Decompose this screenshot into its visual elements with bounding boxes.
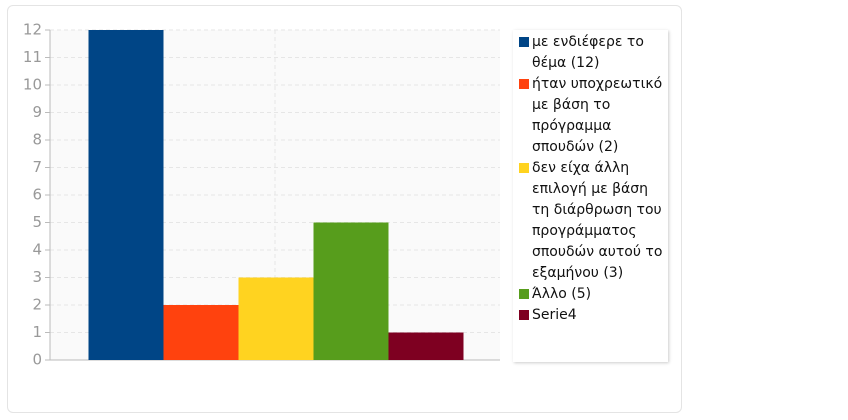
legend-item: με ενδιέφερε το θέμα (12) [519,32,664,74]
y-tick-label: 11 [23,48,42,66]
y-tick-label: 3 [32,268,42,286]
legend-item: Άλλο (5) [519,284,664,305]
y-tick-label: 2 [32,296,42,314]
legend: με ενδιέφερε το θέμα (12) ήταν υποχρεωτικ… [513,30,668,362]
legend-swatch [519,163,529,173]
legend-swatch [519,310,529,320]
legend-item: δεν είχα άλλη επιλογή με βάση τη διάρθρω… [519,158,664,284]
y-tick-label: 12 [23,21,42,39]
legend-label: Άλλο (5) [532,286,592,302]
y-tick-label: 1 [32,323,42,341]
y-tick-label: 5 [32,213,42,231]
y-tick-label: 4 [32,241,42,259]
bar [88,30,164,360]
y-tick-label: 6 [32,186,42,204]
chart-panel [7,5,682,413]
y-tick-label: 7 [32,158,42,176]
legend-label: Serie4 [532,307,577,323]
bar [163,305,239,360]
legend-item: ήταν υποχρεωτικό με βάση το πρόγραμμα σπ… [519,74,664,158]
y-tick-label: 0 [32,351,42,369]
legend-item: Serie4 [519,305,664,326]
legend-swatch [519,79,529,89]
legend-swatch [519,37,529,47]
bar [313,222,389,360]
legend-label: με ενδιέφερε το θέμα (12) [532,34,644,71]
bar [238,277,314,360]
legend-label: δεν είχα άλλη επιλογή με βάση τη διάρθρω… [532,160,663,281]
y-tick-label: 10 [23,76,42,94]
y-tick-label: 8 [32,131,42,149]
y-tick-label: 9 [32,103,42,121]
legend-label: ήταν υποχρεωτικό με βάση το πρόγραμμα σπ… [532,76,663,155]
bar [388,332,464,360]
legend-swatch [519,289,529,299]
